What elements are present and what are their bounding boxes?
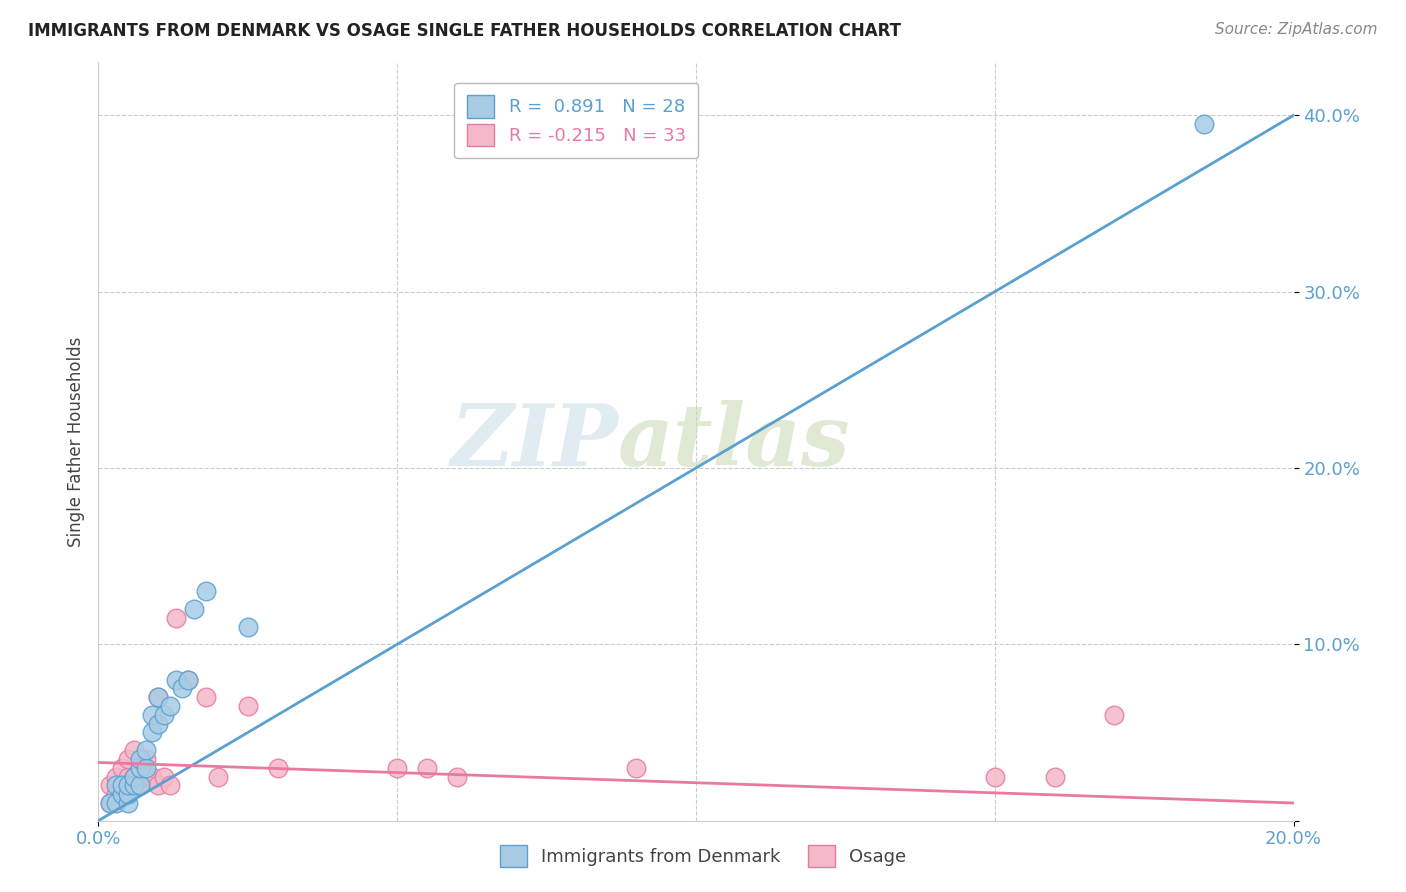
Point — [141, 725, 163, 739]
Point — [117, 796, 139, 810]
Point — [124, 770, 146, 784]
Point — [1043, 770, 1066, 784]
Point — [148, 690, 170, 705]
Text: Source: ZipAtlas.com: Source: ZipAtlas.com — [1215, 22, 1378, 37]
Point — [195, 584, 218, 599]
Point — [207, 770, 229, 784]
Point — [135, 743, 157, 757]
Point — [984, 770, 1007, 784]
Point — [111, 787, 134, 801]
Point — [159, 778, 181, 792]
Point — [117, 778, 139, 792]
Point — [1192, 117, 1215, 131]
Point — [105, 770, 128, 784]
Point — [267, 761, 290, 775]
Point — [129, 761, 152, 775]
Point — [111, 778, 134, 792]
Point — [124, 778, 146, 792]
Point — [135, 770, 157, 784]
Point — [117, 787, 139, 801]
Point — [124, 770, 146, 784]
Point — [626, 761, 648, 775]
Point — [129, 778, 152, 792]
Point — [172, 681, 194, 696]
Text: atlas: atlas — [619, 400, 851, 483]
Point — [148, 690, 170, 705]
Point — [98, 778, 122, 792]
Point — [105, 796, 128, 810]
Legend: Immigrants from Denmark, Osage: Immigrants from Denmark, Osage — [492, 838, 914, 874]
Point — [117, 752, 139, 766]
Point — [153, 770, 176, 784]
Y-axis label: Single Father Households: Single Father Households — [66, 336, 84, 547]
Point — [177, 673, 200, 687]
Point — [153, 707, 176, 722]
Point — [183, 602, 205, 616]
Point — [129, 752, 152, 766]
Point — [236, 699, 259, 714]
Legend: R =  0.891   N = 28, R = -0.215   N = 33: R = 0.891 N = 28, R = -0.215 N = 33 — [454, 83, 699, 159]
Text: IMMIGRANTS FROM DENMARK VS OSAGE SINGLE FATHER HOUSEHOLDS CORRELATION CHART: IMMIGRANTS FROM DENMARK VS OSAGE SINGLE … — [28, 22, 901, 40]
Point — [165, 673, 187, 687]
Point — [129, 761, 152, 775]
Point — [98, 796, 122, 810]
Point — [117, 770, 139, 784]
Point — [141, 770, 163, 784]
Text: ZIP: ZIP — [450, 400, 619, 483]
Point — [148, 778, 170, 792]
Point — [148, 716, 170, 731]
Point — [165, 611, 187, 625]
Point — [124, 743, 146, 757]
Point — [105, 787, 128, 801]
Point — [111, 761, 134, 775]
Point — [141, 707, 163, 722]
Point — [117, 778, 139, 792]
Point — [135, 761, 157, 775]
Point — [129, 778, 152, 792]
Point — [159, 699, 181, 714]
Point — [416, 761, 439, 775]
Point — [111, 787, 134, 801]
Point — [385, 761, 409, 775]
Point — [177, 673, 200, 687]
Point — [1104, 707, 1126, 722]
Point — [105, 778, 128, 792]
Point — [236, 620, 259, 634]
Point — [135, 752, 157, 766]
Point — [446, 770, 468, 784]
Point — [195, 690, 218, 705]
Point — [98, 796, 122, 810]
